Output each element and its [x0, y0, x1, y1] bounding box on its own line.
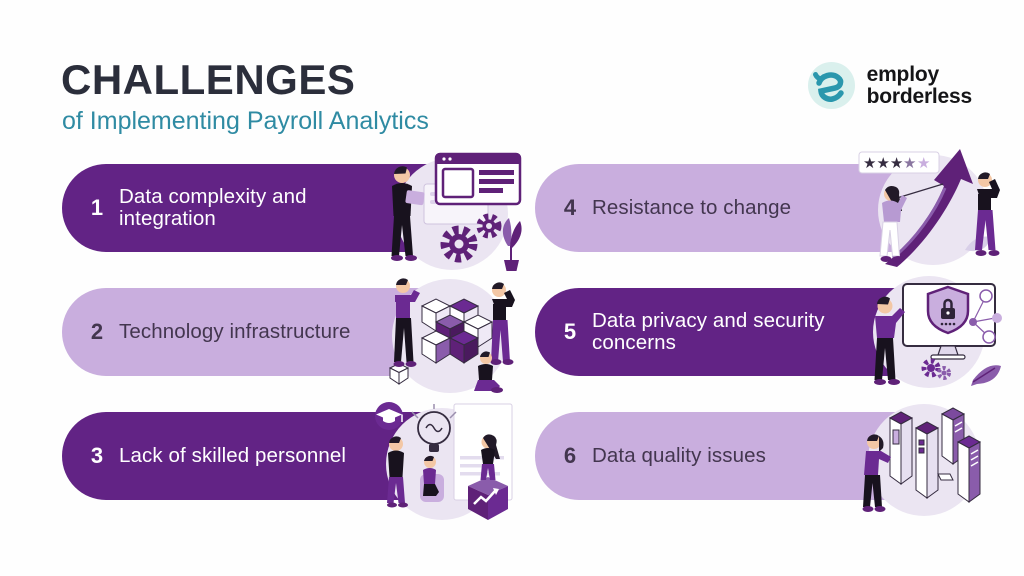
server-racks-illustration	[838, 398, 998, 526]
training-lightbulb-illustration	[362, 398, 522, 526]
svg-text:★: ★	[903, 155, 916, 172]
isometric-cubes-illustration	[366, 270, 526, 398]
challenge-number-3: 3	[90, 443, 104, 468]
challenge-label-2: Technology infrastructure	[119, 320, 351, 343]
svg-text:★★★: ★★★	[863, 155, 903, 172]
challenge-label-1: Data complexity and integration	[119, 185, 307, 230]
growth-arrow-rating-illustration: ★★★ ★ ★	[845, 146, 1010, 274]
challenge-number-1: 1	[90, 195, 104, 220]
logo-wordmark: employ borderless	[866, 62, 973, 108]
logo-line1: employ	[866, 62, 940, 86]
challenge-label-4: Resistance to change	[592, 196, 792, 219]
security-shield-lock-illustration	[845, 270, 1005, 398]
challenge-label-5: Data privacy and security concerns	[592, 309, 825, 354]
challenge-label-6: Data quality issues	[592, 444, 766, 467]
page-subtitle: of Implementing Payroll Analytics	[62, 107, 429, 135]
page-title: CHALLENGES	[61, 56, 356, 103]
employ-borderless-e-icon	[807, 62, 855, 109]
employ-borderless-logo: employ borderless	[807, 62, 973, 109]
browser-windows-gears-illustration	[366, 148, 526, 276]
challenge-number-5: 5	[563, 319, 577, 344]
challenge-number-2: 2	[90, 319, 104, 344]
challenge-number-6: 6	[563, 443, 577, 468]
challenge-label-3: Lack of skilled personnel	[119, 444, 346, 467]
challenge-number-4: 4	[563, 195, 577, 220]
logo-line2: borderless	[866, 84, 973, 108]
svg-text:★: ★	[917, 155, 930, 172]
